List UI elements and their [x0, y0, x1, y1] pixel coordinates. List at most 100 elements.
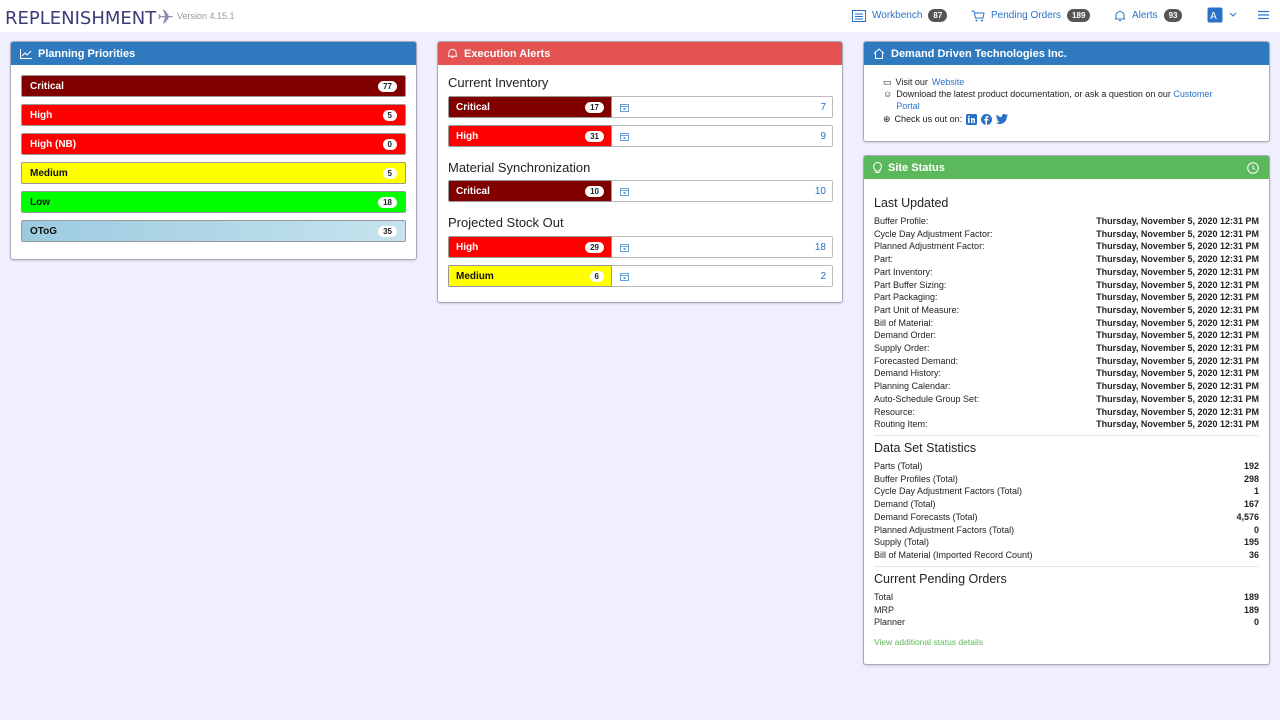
alert-section-title: Material Synchronization: [448, 160, 591, 175]
alert-count-badge: 31: [585, 130, 604, 142]
stats-key: Planned Adjustment Factors (Total): [874, 524, 1015, 535]
last-updated-value: Thursday, November 5, 2020 12:31 PM: [1096, 292, 1259, 303]
last-updated-key: Demand Order:: [874, 330, 937, 341]
app-logo-text: REPLENISHMENT: [5, 8, 157, 29]
priority-label: OToG: [30, 225, 58, 237]
company-header: Demand Driven Technologies Inc.: [864, 42, 1269, 65]
last-updated-row: Demand History: Thursday, November 5, 202…: [874, 367, 1259, 380]
twitter-icon[interactable]: [996, 114, 1009, 124]
alert-priority[interactable]: High 29: [448, 236, 612, 258]
alert-priority[interactable]: Critical 17: [448, 96, 612, 118]
last-updated-value: Thursday, November 5, 2020 12:31 PM: [1096, 279, 1259, 290]
pending-orders-key: MRP: [874, 604, 894, 615]
pending-orders-row: Total 189: [874, 591, 1259, 604]
app-version: Version 4.15.1: [177, 11, 235, 21]
clock-icon[interactable]: [1247, 161, 1259, 174]
last-updated-row: Forecasted Demand: Thursday, November 5, …: [874, 355, 1259, 368]
alert-priority[interactable]: Critical 10: [448, 180, 612, 202]
alert-row[interactable]: Medium 6 2: [448, 265, 833, 287]
app-logo[interactable]: REPLENISHMENT✈: [5, 5, 174, 29]
pending-orders-title: Current Pending Orders: [874, 572, 1007, 586]
site-status-header-left: Site Status: [873, 161, 945, 174]
alert-date-link[interactable]: 2: [612, 265, 833, 287]
workbench-count-badge: 87: [928, 9, 948, 22]
last-updated-row: Resource: Thursday, November 5, 2020 12:3…: [874, 406, 1259, 419]
alert-row[interactable]: High 29 18: [448, 236, 833, 258]
priority-bar-low[interactable]: Low 18: [21, 191, 406, 213]
site-status-header: Site Status: [864, 156, 1269, 179]
last-updated-row: Planned Adjustment Factor: Thursday, Nove…: [874, 240, 1259, 253]
priority-bar-critical[interactable]: Critical 77: [21, 75, 406, 97]
alert-date-link[interactable]: 18: [612, 236, 833, 258]
planning-priorities-title: Planning Priorities: [38, 47, 136, 60]
last-updated-key: Planning Calendar:: [874, 381, 951, 392]
nav-alerts-label: Alerts: [1132, 10, 1158, 21]
last-updated-row: Routing Item: Thursday, November 5, 2020 …: [874, 418, 1259, 431]
priority-label: Medium: [30, 167, 68, 179]
alert-date-link[interactable]: 10: [612, 180, 833, 202]
pending-orders-row: Planner 0: [874, 616, 1259, 629]
alert-priority[interactable]: High 31: [448, 125, 612, 147]
nav-alerts[interactable]: Alerts 93: [1114, 9, 1183, 22]
alert-date-link[interactable]: 7: [612, 96, 833, 118]
pending-orders-value: 0: [1253, 617, 1259, 628]
alert-value: 9: [820, 130, 826, 142]
customer-portal-link-part1: Customer: [1173, 89, 1213, 99]
customer-portal-link[interactable]: Customer Portal: [896, 89, 1212, 111]
stats-row: Demand (Total) 167: [874, 498, 1259, 511]
stats-value: 192: [1243, 461, 1259, 471]
alert-row[interactable]: Critical 17 7: [448, 96, 833, 118]
last-updated-row: Supply Order: Thursday, November 5, 2020 …: [874, 342, 1259, 355]
stats-key: Supply (Total): [874, 537, 930, 548]
divider: [874, 566, 1259, 567]
priority-count-badge: 77: [378, 80, 397, 92]
cart-icon: [971, 10, 985, 21]
last-updated-title: Last Updated: [874, 196, 949, 210]
pending-orders-count-badge: 189: [1067, 9, 1091, 22]
last-updated-value: Thursday, November 5, 2020 12:31 PM: [1096, 228, 1259, 239]
alert-priority-label: High: [456, 241, 479, 253]
last-updated-row: Part Inventory: Thursday, November 5, 202…: [874, 266, 1259, 279]
last-updated-value: Thursday, November 5, 2020 12:31 PM: [1096, 330, 1259, 341]
execution-alerts-panel: Execution Alerts Current Inventory Critic…: [437, 41, 843, 303]
last-updated-value: Thursday, November 5, 2020 12:31 PM: [1096, 241, 1259, 252]
last-updated-key: Planned Adjustment Factor:: [874, 241, 985, 252]
last-updated-key: Auto-Schedule Group Set:: [874, 393, 980, 404]
menu-button[interactable]: [1258, 10, 1269, 20]
alert-date-link[interactable]: 9: [612, 125, 833, 147]
visit-text: Visit our: [895, 77, 928, 87]
documentation-text: Download the latest product documentatio…: [896, 89, 1171, 99]
nav-pending-orders-label: Pending Orders: [991, 10, 1062, 21]
priority-count-badge: 35: [378, 225, 397, 237]
priority-bar-medium[interactable]: Medium 5: [21, 162, 406, 184]
svg-text:A: A: [1210, 11, 1217, 22]
priority-bar-high-nb[interactable]: High (NB) 0: [21, 133, 406, 155]
calendar-icon: [620, 243, 629, 252]
linkedin-icon[interactable]: [966, 113, 978, 125]
nav-workbench[interactable]: Workbench 87: [852, 9, 948, 22]
last-updated-value: Thursday, November 5, 2020 12:31 PM: [1096, 317, 1259, 328]
stats-value: 0: [1253, 524, 1259, 535]
pending-orders-value: 189: [1243, 592, 1259, 602]
company-title: Demand Driven Technologies Inc.: [891, 47, 1067, 60]
alert-row[interactable]: High 31 9: [448, 125, 833, 147]
last-updated-key: Part Unit of Measure:: [874, 304, 960, 315]
last-updated-key: Resource:: [874, 406, 916, 417]
nav-pending-orders[interactable]: Pending Orders 189: [971, 9, 1091, 22]
facebook-icon[interactable]: [981, 113, 993, 125]
priority-bar-otog[interactable]: OToG 35: [21, 220, 406, 242]
last-updated-key: Cycle Day Adjustment Factor:: [874, 228, 993, 239]
priority-label: Critical: [30, 80, 64, 92]
alert-row[interactable]: Critical 10 10: [448, 180, 833, 202]
last-updated-row: Part: Thursday, November 5, 2020 12:31 PM: [874, 253, 1259, 266]
website-link[interactable]: Website: [931, 77, 965, 87]
additional-status-link[interactable]: View additional status details: [874, 637, 983, 647]
last-updated-row: Part Buffer Sizing: Thursday, November 5,…: [874, 279, 1259, 292]
stats-value: 167: [1243, 499, 1259, 510]
priority-bar-high[interactable]: High 5: [21, 104, 406, 126]
alert-priority[interactable]: Medium 6: [448, 265, 612, 287]
language-selector[interactable]: A: [1207, 7, 1237, 23]
company-panel: Demand Driven Technologies Inc. ▭ Visit …: [863, 41, 1270, 142]
stats-row: Buffer Profiles (Total) 298: [874, 473, 1259, 486]
calendar-icon: [620, 272, 629, 281]
